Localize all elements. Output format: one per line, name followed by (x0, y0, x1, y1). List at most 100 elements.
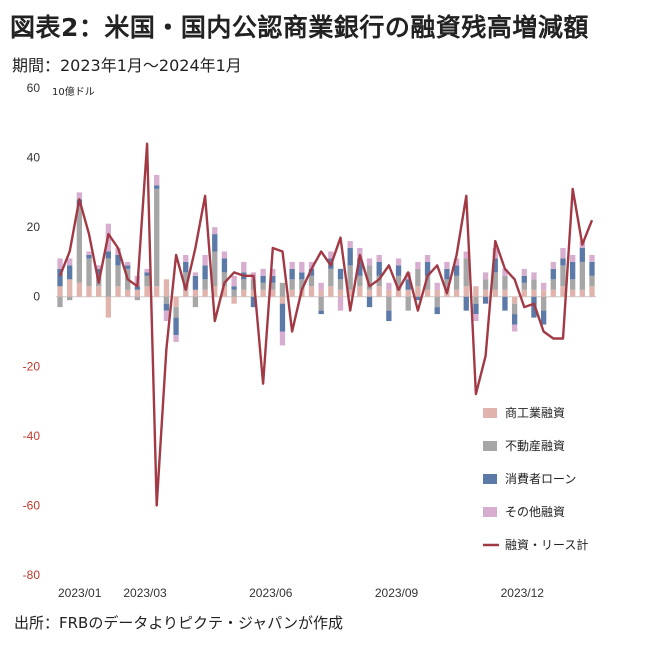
bar-segment (279, 296, 286, 304)
bar-segment (260, 275, 266, 283)
bar-segment (289, 289, 295, 297)
bar-segment (376, 261, 382, 276)
bar-segment (173, 334, 179, 342)
bar-segment (212, 286, 218, 297)
bar-segment (395, 289, 402, 297)
bar-segment (579, 248, 585, 262)
bar-segment (299, 272, 305, 280)
bar-segment (202, 279, 208, 290)
bar-segment (279, 303, 286, 332)
bar-segment (105, 258, 112, 297)
bar-segment (424, 254, 431, 262)
bar-segment (328, 268, 334, 287)
bar-segment (279, 282, 286, 297)
bar-segment (144, 275, 150, 287)
bar-segment (347, 241, 353, 249)
bar-segment (434, 282, 440, 290)
bar-segment (579, 289, 585, 297)
bar-segment (192, 296, 199, 308)
bar-segment (540, 289, 547, 297)
bar-segment (154, 286, 160, 297)
chart-title: 図表2：米国・国内公認商業銀行の融資残高増減額 (10, 13, 589, 42)
bar-segment (134, 296, 141, 301)
bar-segment (57, 286, 63, 297)
bar-segment (57, 296, 63, 308)
bar-segment (386, 289, 392, 297)
bar-segment (221, 272, 228, 287)
bar-segment (589, 286, 595, 297)
bar-segment (289, 279, 295, 290)
bar-segment (453, 275, 460, 290)
bar-segment (183, 272, 189, 290)
bar-segment (318, 310, 324, 315)
y-tick-label: 60 (27, 81, 41, 95)
y-tick-label: -40 (23, 429, 41, 443)
bar-segment (473, 286, 479, 297)
bar-segment (589, 254, 595, 262)
bar-segment (463, 258, 469, 287)
bar-segment (589, 275, 595, 287)
bar-segment (318, 282, 324, 290)
bar-segment (96, 286, 102, 297)
y-tick-label: 40 (27, 151, 41, 165)
bar-segment (76, 206, 83, 283)
y-tick-label: -80 (23, 568, 41, 582)
bar-segment (415, 296, 421, 301)
bar-segment (473, 314, 479, 322)
bar-segment (221, 251, 228, 259)
bar-segment (202, 289, 208, 297)
y-tick-label: 0 (33, 290, 40, 304)
bar-segment (579, 261, 585, 290)
bar-segment (511, 296, 518, 304)
bar-segment (453, 265, 460, 276)
bar-segment (337, 279, 344, 290)
bar-segment (395, 258, 402, 266)
bar-segment (96, 265, 102, 269)
bar-segment (231, 286, 237, 290)
bar-segment (560, 286, 566, 297)
bar-segment (173, 307, 179, 318)
bar-segment (424, 261, 431, 276)
y-axis-unit: 10億ドル (52, 87, 95, 98)
bar-segment (308, 268, 315, 276)
legend-label: 消費者ローン (505, 471, 576, 486)
bar-segment (86, 251, 92, 255)
bar-segment (231, 275, 237, 287)
bar-segment (453, 289, 460, 297)
bar-segment (163, 303, 170, 311)
bar-segment (502, 275, 508, 290)
bar-segment (163, 279, 170, 297)
bar-segment (163, 296, 170, 304)
bar-segment (183, 289, 189, 297)
legend-swatch (483, 441, 497, 451)
legend-swatch (483, 408, 497, 418)
bar-segment (511, 324, 518, 332)
legend-label: 不動産融資 (505, 438, 565, 453)
bar-segment (434, 296, 440, 308)
bar-segment (521, 289, 527, 297)
bar-segment (405, 289, 411, 297)
bar-segment (76, 192, 83, 200)
bar-segment (569, 279, 576, 290)
legend-swatch (483, 474, 497, 484)
legend-swatch (483, 507, 497, 517)
bar-segment (366, 296, 373, 308)
bar-segment (337, 296, 344, 311)
bar-segment (250, 296, 257, 308)
bar-segment (347, 265, 353, 290)
bar-segment (434, 289, 440, 297)
bar-segment (192, 272, 199, 276)
bar-segment (67, 296, 73, 301)
bar-segment (405, 279, 411, 290)
bar-segment (560, 265, 566, 287)
bar-segment (250, 289, 257, 297)
x-tick-label: 2023/12 (501, 586, 545, 600)
bar-segment (569, 261, 576, 280)
bar-segment (328, 286, 334, 297)
bar-segment (76, 282, 83, 297)
bar-segment (347, 248, 353, 266)
bar-segment (492, 289, 498, 297)
bar-segment (366, 289, 373, 297)
bar-segment (550, 279, 556, 290)
bar-segment (540, 310, 547, 325)
